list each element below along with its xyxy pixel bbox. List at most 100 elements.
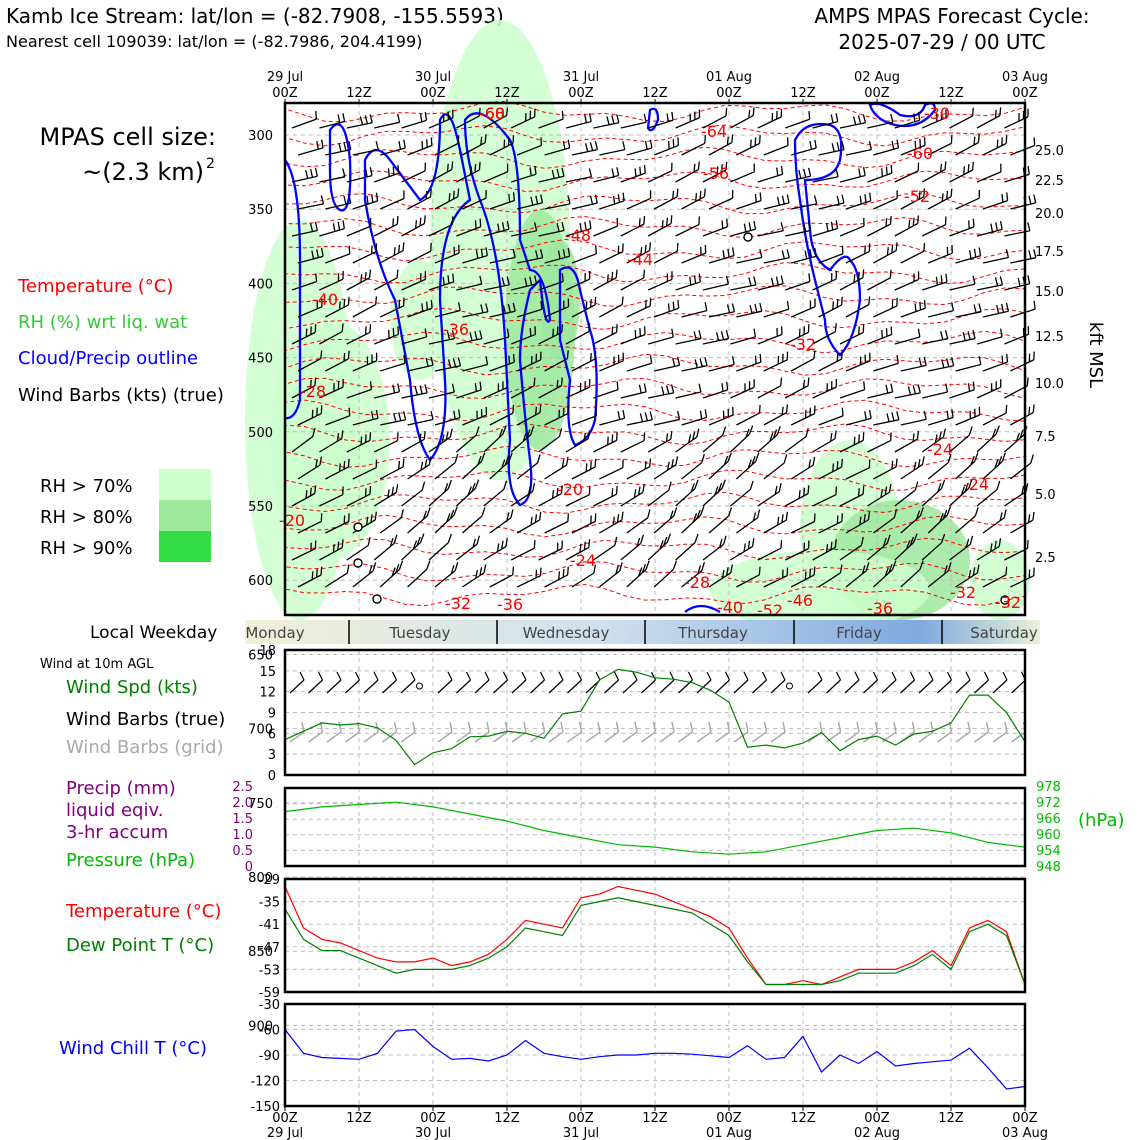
wind-barb (839, 485, 865, 507)
wind-barb (434, 302, 461, 318)
wind-barb (949, 426, 973, 453)
wind-barb (784, 485, 810, 507)
wind-barb (648, 328, 674, 345)
wind-barb (927, 453, 952, 480)
wind-barb (462, 564, 487, 588)
legend-rh90-label: RH > 90% (40, 538, 133, 559)
wind-barb (647, 162, 673, 183)
wind-barb (654, 410, 681, 426)
wind-barb (757, 108, 783, 129)
calm-marker (743, 232, 753, 242)
wind-barb (790, 350, 816, 372)
surface-wind-barb (363, 671, 379, 694)
wind-barb (921, 109, 947, 129)
pressure-tick-label: 850 (248, 945, 273, 960)
wind-barb (538, 324, 563, 345)
wind-barb (401, 112, 428, 129)
wind-barb (571, 350, 597, 372)
temperature-contour-label: -32 (445, 594, 471, 613)
station-title: Kamb Ice Stream: lat/lon = (-82.7908, -1… (6, 4, 504, 28)
wind-barb (565, 168, 593, 183)
temperature-contour-label: -28 (300, 382, 326, 401)
wind-barb (428, 216, 454, 237)
wind-barb (297, 298, 323, 318)
wind-barb (599, 296, 624, 318)
grid-wind-barb (585, 721, 601, 743)
cloud-outline (284, 159, 302, 420)
wind-barb (373, 326, 400, 345)
wind-barb (873, 411, 900, 426)
grid-wind-barb (622, 721, 638, 743)
bottom-time-tick: 12Z (494, 1111, 520, 1126)
bottom-date-label: 03 Aug (1002, 1126, 1048, 1140)
wind-barbs-true-label: Wind Barbs (true) (66, 709, 225, 730)
grid-wind-barb (955, 721, 971, 743)
temperature-contour (284, 170, 1026, 192)
wind-barb (894, 215, 920, 237)
wind-barb (571, 407, 597, 426)
wind-barb (976, 163, 1002, 183)
wind-barb (379, 242, 405, 264)
wind-barb (434, 561, 459, 588)
top-time-tick: 12Z (642, 86, 668, 101)
wind-barb (784, 427, 809, 453)
pressure-tick-label: 500 (248, 426, 273, 441)
wind-barb (730, 538, 755, 561)
wind-barb (544, 247, 571, 264)
wind-barb (483, 538, 508, 561)
wind-barb (867, 164, 893, 183)
pressure-line (284, 801, 1026, 855)
wind-barb (900, 560, 924, 588)
wind-barb (626, 411, 653, 426)
wind-barb (544, 350, 569, 372)
kft-tick-label: 22.5 (1035, 174, 1064, 189)
wind-barb (620, 215, 646, 237)
wind-barb (428, 273, 455, 291)
wind-barb (401, 533, 425, 561)
wind-barb (735, 452, 760, 480)
cloud-outline (684, 604, 721, 613)
wind-y-tick: 18 (259, 644, 276, 659)
wind-barb (462, 134, 487, 156)
wind-barb (921, 428, 946, 453)
wind-barb (757, 377, 783, 399)
wind-barb (757, 426, 781, 453)
bottom-time-tick: 00Z (568, 1111, 594, 1126)
wind-barb (598, 562, 623, 588)
surface-panels: 036912151800.51.01.52.02.594895496096697… (232, 644, 1061, 1140)
wind-barb (593, 324, 618, 345)
grid-wind-barb (474, 721, 490, 743)
dewpoint-label: Dew Point T (°C) (66, 935, 214, 956)
weekday-name: Monday (245, 624, 304, 642)
wind-barb (784, 273, 811, 291)
temperature-contour-label: -24 (570, 551, 596, 570)
wind-barb (407, 299, 433, 318)
wind-barb (571, 458, 597, 480)
wind-barb (626, 560, 650, 588)
wind-barb (599, 141, 626, 156)
surface-wind-barb (826, 671, 842, 694)
wind-barb (785, 221, 812, 237)
wind-barb (922, 383, 949, 399)
wind-barb (653, 188, 679, 210)
wind-barb (812, 430, 837, 453)
wind-title: Wind at 10m AGL (40, 657, 154, 672)
wind-barb (708, 303, 736, 318)
pressure-y-tick: 972 (1036, 796, 1061, 811)
pressure-y-tick: 948 (1036, 860, 1061, 875)
wind-barb (921, 533, 946, 561)
wind-barb (757, 222, 784, 237)
wind-barb (763, 194, 790, 210)
wind-barb (818, 350, 843, 372)
wind-barb (921, 216, 947, 237)
wind-barb (462, 247, 488, 264)
kft-tick-label: 12.5 (1035, 330, 1064, 345)
wind-barb (428, 383, 455, 399)
wind-barb (675, 216, 700, 237)
legend-rh80-label: RH > 80% (40, 507, 133, 528)
wind-barb (489, 192, 516, 210)
wind-barb (291, 110, 318, 129)
pressure-tick-label: 300 (248, 129, 273, 144)
wind-barb (949, 330, 976, 345)
cloud-outline (463, 112, 552, 507)
